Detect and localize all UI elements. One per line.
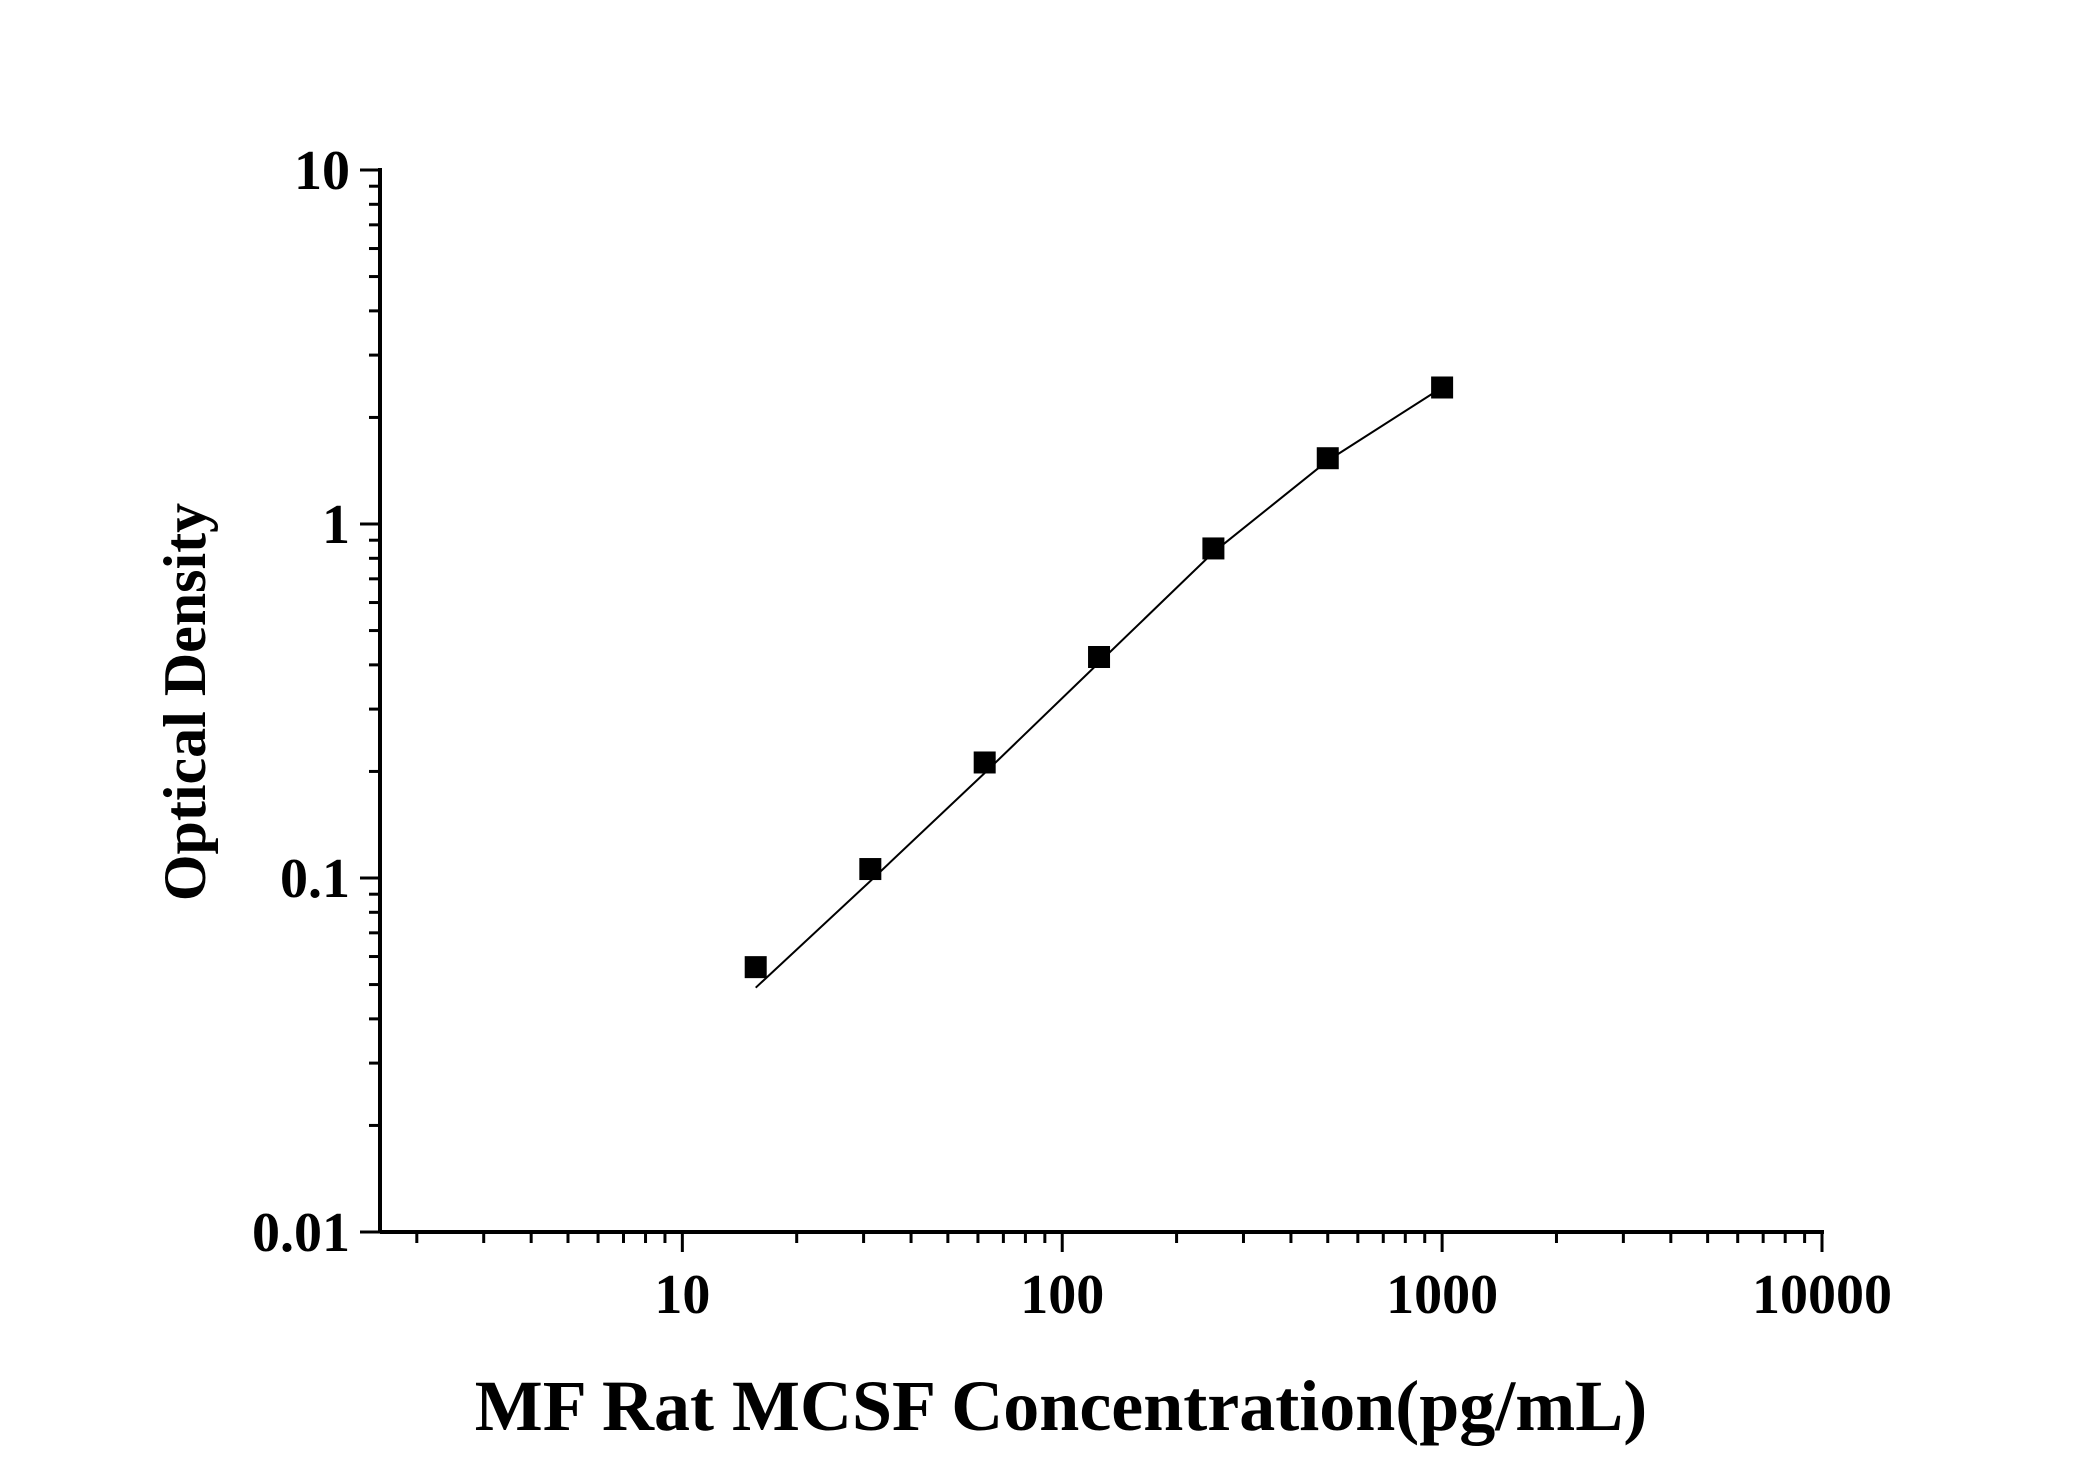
data-point <box>1088 646 1111 669</box>
data-point <box>973 751 996 774</box>
data-point <box>1431 376 1454 399</box>
y-tick-label: 0.1 <box>280 848 350 910</box>
y-tick-label: 10 <box>294 140 350 202</box>
y-axis-ticks: 0.01 0.1 1 10 <box>252 140 380 1264</box>
y-tick-label: 1 <box>322 494 350 556</box>
data-point <box>859 858 882 881</box>
data-points <box>744 376 1454 979</box>
y-tick-label: 0.01 <box>252 1202 350 1264</box>
data-point <box>1316 447 1339 470</box>
x-tick-label: 10 <box>654 1264 710 1326</box>
x-axis-title: MF Rat MCSF Concentration(pg/mL) <box>475 1366 1648 1446</box>
x-tick-label: 100 <box>1020 1264 1104 1326</box>
fit-curve <box>755 386 1443 989</box>
fit-curve-group <box>755 386 1443 989</box>
y-axis-title: Optical Density <box>152 503 218 901</box>
x-tick-label: 10000 <box>1752 1264 1892 1326</box>
data-point <box>1202 537 1225 560</box>
axes <box>378 168 1824 1234</box>
x-axis-ticks: 10 100 1000 10000 <box>415 1232 1892 1326</box>
x-tick-label: 1000 <box>1386 1264 1498 1326</box>
data-point <box>744 956 767 979</box>
